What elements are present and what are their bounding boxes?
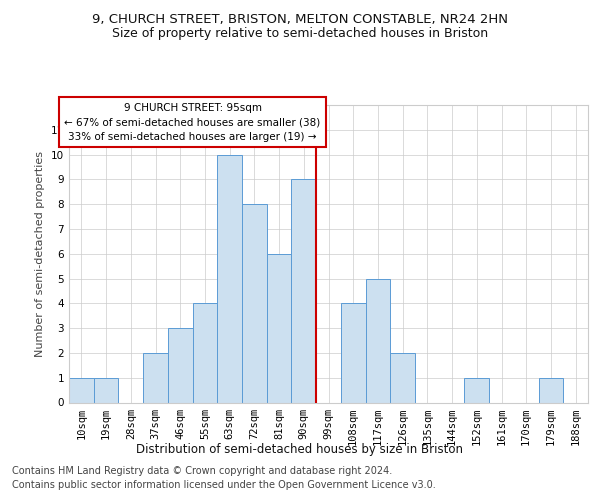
Bar [292,180,316,402]
Bar [217,154,242,402]
Text: 9 CHURCH STREET: 95sqm
← 67% of semi-detached houses are smaller (38)
33% of sem: 9 CHURCH STREET: 95sqm ← 67% of semi-det… [64,102,320,142]
Y-axis label: Number of semi-detached properties: Number of semi-detached properties [35,151,46,357]
Bar [464,378,489,402]
Bar [539,378,563,402]
Bar [168,328,193,402]
Bar [242,204,267,402]
Text: Size of property relative to semi-detached houses in Briston: Size of property relative to semi-detach… [112,28,488,40]
Bar [365,278,390,402]
Bar [94,378,118,402]
Bar [143,353,168,403]
Bar [390,353,415,403]
Text: Contains HM Land Registry data © Crown copyright and database right 2024.: Contains HM Land Registry data © Crown c… [12,466,392,476]
Bar [341,304,365,402]
Text: Distribution of semi-detached houses by size in Briston: Distribution of semi-detached houses by … [137,442,464,456]
Bar [193,304,217,402]
Text: Contains public sector information licensed under the Open Government Licence v3: Contains public sector information licen… [12,480,436,490]
Bar [69,378,94,402]
Bar [267,254,292,402]
Text: 9, CHURCH STREET, BRISTON, MELTON CONSTABLE, NR24 2HN: 9, CHURCH STREET, BRISTON, MELTON CONSTA… [92,12,508,26]
